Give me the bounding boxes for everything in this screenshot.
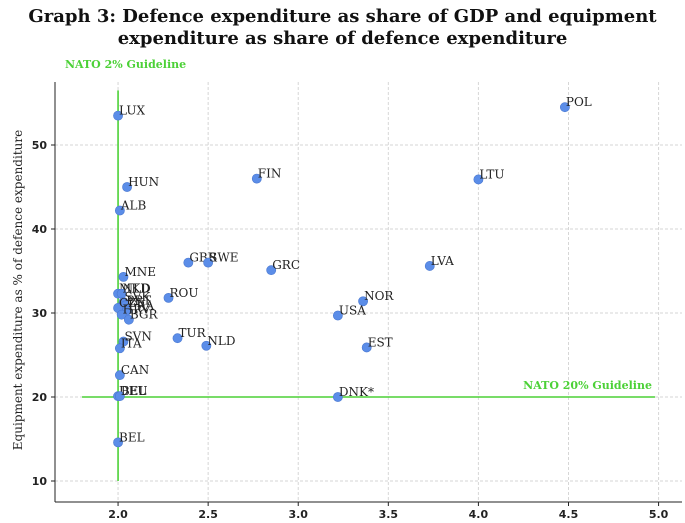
data-point-label: CZE [119,296,145,310]
data-point-label: LVA [431,254,454,268]
y-tick-label: 20 [32,391,48,404]
x-tick-label: 4.5 [559,508,579,521]
data-point [163,292,174,303]
data-point [424,261,435,271]
data-point [332,392,343,402]
data-point-label: SVN [124,330,151,344]
data-point-label: PRT [126,293,151,307]
data-point [114,343,125,354]
data-point-label: GRC [272,258,300,272]
x-tick-label: 5.0 [649,508,669,521]
data-point [172,333,183,344]
chart-title: Graph 3: Defence expenditure as share of… [0,6,685,50]
data-point-label: HRV [123,303,151,317]
data-point-label: MKD [119,282,150,296]
vertical-guideline-label: NATO 2% Guideline [65,58,186,71]
data-point-label: POL [566,95,592,109]
horizontal-guideline-label: NATO 20% Guideline [523,379,652,392]
y-tick-label: 30 [32,307,48,320]
data-point [114,205,125,216]
data-point [358,296,368,307]
data-point-label: DEU [119,384,148,398]
data-point [266,265,277,276]
data-point [114,391,125,402]
x-tick-label: 3.0 [288,508,308,521]
data-point [118,271,129,282]
data-point [473,174,484,185]
data-point [203,257,214,268]
data-point-label: LTU [479,167,504,181]
y-tick-label: 40 [32,223,48,236]
data-point-label: BGR [130,308,159,322]
data-point-label: BEL [121,384,147,398]
y-tick-label: 50 [32,139,48,152]
data-point-label: NLD [207,334,235,348]
data-point-label: ITA [121,336,142,350]
data-point-label: DNK* [339,385,374,399]
data-point-label: CAN [121,363,149,377]
data-point-label: HUN [128,175,159,189]
data-point [113,110,123,121]
data-point [559,102,570,113]
data-point-label: ALB [120,199,147,213]
data-point [123,314,134,325]
data-point [183,257,194,268]
data-point-label: FRA [128,298,154,312]
chart-title-line-1: Graph 3: Defence expenditure as share of… [28,6,657,27]
data-point [251,173,262,184]
data-point-label: SWE [209,251,238,265]
data-point-label: LUX [119,104,145,118]
data-point-label: MNE [124,265,156,279]
data-point [332,310,343,321]
data-point-label: TUR [179,326,207,340]
data-point-label: NOR [364,289,394,303]
data-point [113,437,123,448]
data-point-label: FIN [258,167,282,181]
data-point [114,370,125,381]
data-point [201,340,212,351]
data-point-label: USA [339,304,366,318]
data-point-label: ROU [170,286,199,300]
data-point-label: NLD [123,282,151,296]
y-tick-label: 10 [32,475,48,488]
x-tick-label: 2.5 [198,508,218,521]
x-tick-label: 4.0 [469,508,489,521]
data-point-label: SVK [124,290,151,304]
chart-title-line-2: expenditure as share of defence expendit… [117,28,568,49]
data-point [116,309,127,320]
data-point-label: BEL [119,430,145,444]
x-tick-label: 2.0 [108,508,128,521]
data-point [361,342,372,353]
y-axis-label: Equipment expenditure as % of defence ex… [11,129,25,451]
data-point [122,182,132,192]
x-tick-label: 3.5 [379,508,399,521]
data-point-label: EST [368,335,393,349]
